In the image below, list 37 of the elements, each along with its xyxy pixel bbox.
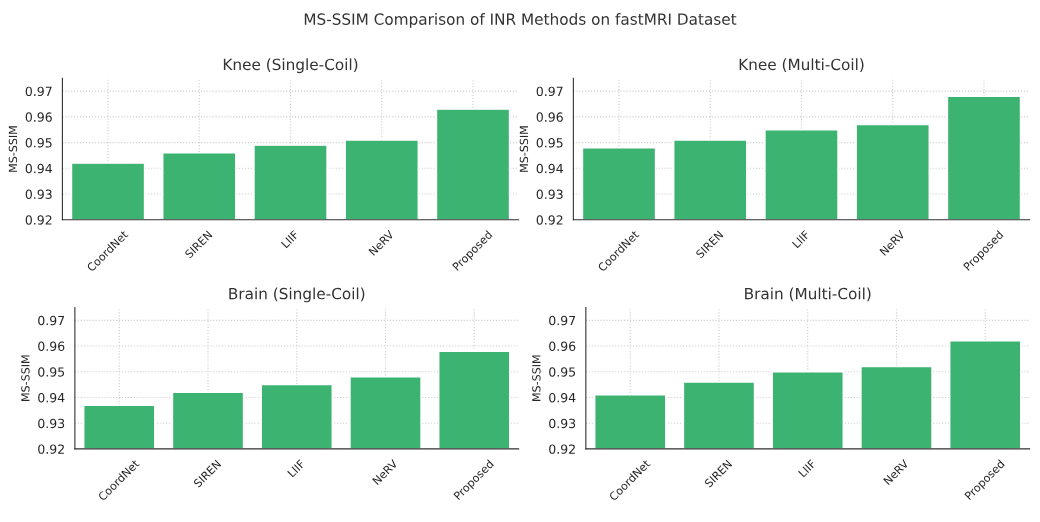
y-tick-label: 0.96: [536, 112, 563, 122]
text: MS-SSIM Comparison of INR Methods on fastMRI Dataset: [304, 13, 737, 28]
y-tick-label: 0.93: [25, 189, 52, 199]
y-tick-label: 0.94: [536, 163, 563, 174]
y-tick-label: 0.94: [38, 392, 65, 403]
y-axis-title: MS-SSIM: [519, 126, 529, 172]
y-tick-label: 0.96: [38, 341, 65, 351]
x-tick-label: LIIF: [798, 459, 817, 478]
x-tick-label: LIIF: [280, 230, 299, 249]
chart-title: Brain (Single-Coil): [229, 287, 365, 303]
y-tick-label: 0.93: [549, 418, 576, 429]
y-tick-label: 0.94: [549, 392, 576, 403]
y-tick-label: 0.92: [38, 444, 64, 454]
chart-title: Brain (Multi-Coil): [745, 287, 871, 302]
y-axis-title: MS-SSIM: [532, 355, 541, 401]
y-tick-label: 0.95: [25, 138, 52, 148]
y-tick-label: 0.95: [38, 367, 65, 377]
y-tick-label: 0.97: [549, 315, 576, 326]
y-tick-label: 0.97: [536, 86, 563, 97]
y-tick-label: 0.92: [536, 215, 563, 225]
y-tick-label: 0.94: [25, 163, 52, 174]
chart-title: Knee (Single-Coil): [223, 58, 358, 74]
y-axis-title: MS-SSIM: [8, 126, 18, 172]
x-tick-label: LIIF: [287, 459, 306, 478]
x-tick-label: LIIF: [791, 230, 810, 249]
chart-title: Knee (Multi-Coil): [739, 58, 864, 72]
y-axis-title: MS-SSIM: [21, 355, 30, 401]
y-tick-label: 0.92: [549, 444, 575, 454]
y-tick-label: 0.97: [25, 86, 52, 97]
y-tick-label: 0.96: [25, 112, 52, 122]
y-tick-label: 0.97: [38, 315, 65, 326]
y-tick-label: 0.95: [549, 367, 576, 377]
y-tick-label: 0.93: [38, 418, 65, 429]
y-tick-label: 0.92: [25, 215, 52, 225]
y-tick-label: 0.93: [536, 189, 563, 199]
y-tick-label: 0.95: [536, 138, 563, 148]
y-tick-label: 0.96: [549, 341, 576, 351]
